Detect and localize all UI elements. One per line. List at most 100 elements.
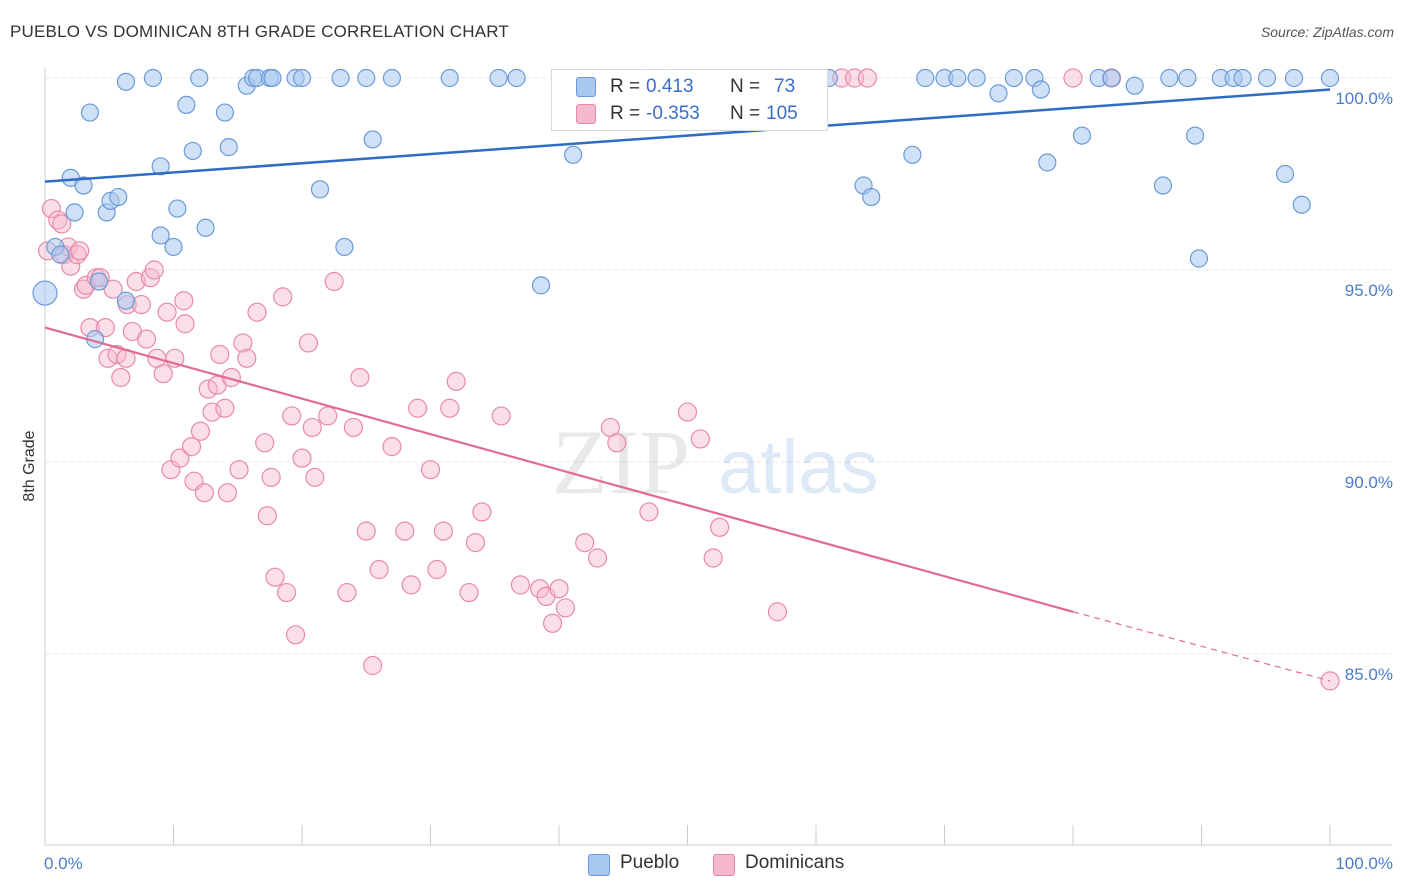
- dominican-point: [305, 467, 325, 487]
- dominican-point: [542, 613, 563, 633]
- dominican-point: [318, 406, 338, 426]
- dominican-point: [408, 398, 428, 418]
- pueblo-point: [1072, 126, 1092, 145]
- dominican-point: [247, 302, 267, 322]
- pueblo-point: [1153, 176, 1173, 195]
- pueblo-point: [1320, 68, 1340, 88]
- dominican-point: [136, 329, 157, 349]
- watermark: ZIP atlas: [552, 411, 879, 513]
- dominican-point: [255, 433, 275, 453]
- y-tick-label: 90.0%: [1345, 473, 1393, 492]
- legend-n-value: 105: [766, 103, 798, 124]
- pueblo-point: [1178, 68, 1197, 88]
- dominican-point: [639, 502, 659, 522]
- dominican-point: [190, 421, 211, 441]
- pueblo-point: [164, 237, 183, 257]
- dominican-point: [491, 406, 511, 426]
- y-axis-label: 8th Grade: [21, 430, 38, 501]
- dominican-point: [302, 417, 322, 438]
- dominican-point: [690, 429, 710, 449]
- pueblo-point: [1275, 164, 1295, 184]
- y-tick-label: 85.0%: [1345, 665, 1393, 684]
- dominican-point: [472, 502, 492, 522]
- legend: R = 0.413 N = 73 R = -0.353 N = 105: [551, 69, 828, 131]
- dominican-point: [126, 271, 146, 292]
- pueblo-point: [1125, 76, 1144, 95]
- pueblo-point: [1102, 68, 1121, 88]
- legend-n-value: 73: [774, 76, 796, 97]
- dominican-point: [530, 579, 550, 599]
- pueblo-point: [80, 103, 100, 122]
- source-label: Source: ZipAtlas.com: [1260, 24, 1394, 40]
- dominican-point: [433, 521, 453, 541]
- pueblo-point: [1257, 68, 1277, 88]
- pueblo-point: [109, 187, 128, 207]
- dominican-point: [324, 271, 344, 292]
- pueblo-point: [489, 68, 508, 88]
- dominican-point: [276, 582, 297, 603]
- pueblo-point: [177, 95, 196, 114]
- pueblo-point: [1038, 153, 1057, 172]
- dominican-point: [257, 506, 277, 526]
- dominican-point: [111, 367, 131, 388]
- dominican-point: [157, 302, 177, 322]
- trend-lines: [44, 88, 1331, 682]
- pueblo-point: [331, 68, 350, 88]
- pueblo-point: [190, 68, 209, 88]
- legend-r-value: 0.413: [646, 76, 694, 97]
- dominican-point: [298, 333, 319, 353]
- dominican-point: [427, 559, 447, 580]
- y-tick-label: 95.0%: [1345, 281, 1393, 300]
- dominican-point: [215, 398, 235, 418]
- x-tick-label: 0.0%: [44, 854, 83, 873]
- dominican-point: [465, 533, 486, 553]
- dominican-point: [261, 467, 281, 487]
- bottom-legend-label-dominicans: Dominicans: [745, 852, 845, 873]
- pueblo-point: [507, 68, 526, 88]
- dominican-point: [350, 367, 370, 388]
- pueblo-point: [51, 245, 70, 264]
- dominican-trend-extension: [1072, 611, 1331, 682]
- pueblo-point: [215, 103, 234, 122]
- pueblo-point: [989, 84, 1008, 103]
- dominican-point: [440, 398, 460, 418]
- pueblo-point: [1284, 68, 1304, 88]
- pueblo-point: [1031, 80, 1050, 99]
- pueblo-point: [168, 199, 187, 218]
- dominican-point: [420, 460, 441, 480]
- dominican-point: [273, 287, 293, 307]
- pueblo-point: [440, 68, 459, 88]
- dominican-point: [237, 348, 257, 368]
- legend-swatch-dominicans: [576, 104, 596, 124]
- dominican-point: [337, 582, 357, 603]
- bottom-legend-swatch-dominicans: [713, 854, 735, 876]
- pueblo-point: [196, 218, 215, 237]
- pueblo-points: [32, 68, 1340, 349]
- pueblo-point: [183, 141, 202, 161]
- dominican-point: [103, 279, 123, 299]
- pueblo-point: [74, 176, 93, 195]
- pueblo-point: [116, 72, 136, 91]
- dominican-point: [174, 291, 194, 311]
- dominican-point: [41, 198, 62, 219]
- pueblo-point: [531, 276, 551, 295]
- pueblo-point: [65, 203, 84, 222]
- dominican-point: [369, 559, 389, 580]
- dominican-point: [363, 655, 383, 676]
- dominican-point: [401, 575, 421, 595]
- dominican-point: [446, 371, 466, 391]
- watermark-atlas: atlas: [718, 425, 879, 510]
- dominican-point: [395, 521, 415, 541]
- pueblo-point: [143, 68, 163, 88]
- pueblo-point: [382, 68, 402, 88]
- pueblo-point: [151, 226, 170, 245]
- legend-row-dominicans: R = -0.353 N = 105: [552, 101, 827, 127]
- dominican-point: [181, 437, 202, 457]
- dominican-point: [356, 521, 376, 541]
- axes: [44, 68, 1392, 846]
- dominican-point: [175, 314, 195, 334]
- legend-n-label: N =: [730, 103, 761, 124]
- dominican-point: [292, 448, 312, 468]
- dominican-point: [153, 364, 173, 384]
